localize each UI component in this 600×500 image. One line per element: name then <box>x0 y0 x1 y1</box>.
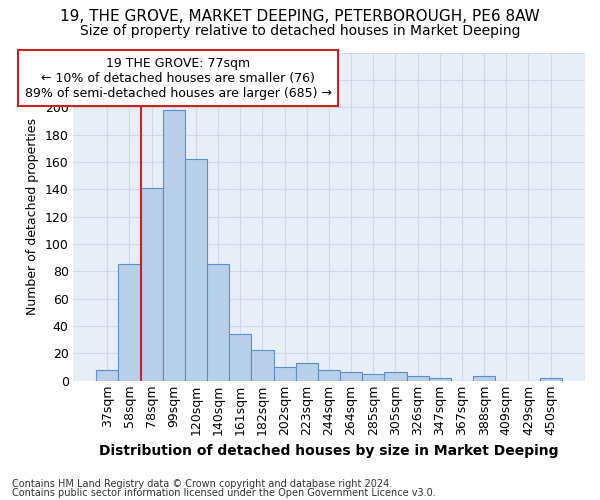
Text: Size of property relative to detached houses in Market Deeping: Size of property relative to detached ho… <box>80 24 520 38</box>
Bar <box>429 378 451 380</box>
Bar <box>251 350 274 380</box>
Text: 19, THE GROVE, MARKET DEEPING, PETERBOROUGH, PE6 8AW: 19, THE GROVE, MARKET DEEPING, PETERBORO… <box>60 9 540 24</box>
Bar <box>207 264 229 380</box>
Text: 19 THE GROVE: 77sqm
← 10% of detached houses are smaller (76)
89% of semi-detach: 19 THE GROVE: 77sqm ← 10% of detached ho… <box>25 56 332 100</box>
Bar <box>96 370 118 380</box>
Text: Contains HM Land Registry data © Crown copyright and database right 2024.: Contains HM Land Registry data © Crown c… <box>12 479 392 489</box>
Bar <box>539 378 562 380</box>
Y-axis label: Number of detached properties: Number of detached properties <box>26 118 39 315</box>
Text: Contains public sector information licensed under the Open Government Licence v3: Contains public sector information licen… <box>12 488 436 498</box>
Bar <box>163 110 185 380</box>
Bar <box>274 367 296 380</box>
Bar <box>473 376 495 380</box>
Bar <box>407 376 429 380</box>
Bar <box>140 188 163 380</box>
Bar <box>362 374 385 380</box>
Bar <box>185 159 207 380</box>
Bar <box>118 264 140 380</box>
Bar <box>385 372 407 380</box>
Bar <box>340 372 362 380</box>
Bar <box>229 334 251 380</box>
Bar <box>318 370 340 380</box>
X-axis label: Distribution of detached houses by size in Market Deeping: Distribution of detached houses by size … <box>99 444 559 458</box>
Bar <box>296 362 318 380</box>
